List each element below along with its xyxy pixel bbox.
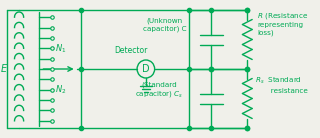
Text: $R$ (Resistance
representing
loss): $R$ (Resistance representing loss) [257,11,308,36]
Text: $N_2$: $N_2$ [55,83,67,96]
Text: E: E [0,64,6,74]
Text: Detector: Detector [115,46,148,55]
Text: $N_1$: $N_1$ [55,42,67,55]
Text: $R_s$  Standard
       resistance: $R_s$ Standard resistance [255,76,308,94]
Text: D: D [142,64,150,74]
Text: (Unknown
capacitor) C: (Unknown capacitor) C [143,17,186,31]
Text: (Standard
capacitor) $C_s$: (Standard capacitor) $C_s$ [135,81,184,99]
